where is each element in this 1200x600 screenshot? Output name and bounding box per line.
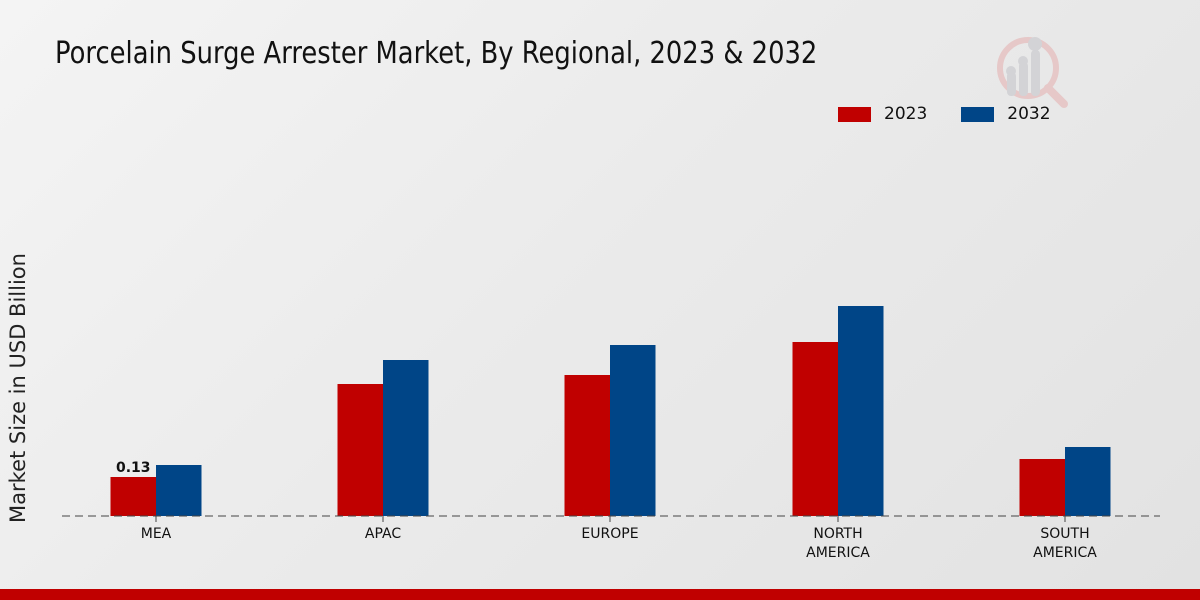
legend-swatch-2023 <box>838 106 871 122</box>
x-tick-label-apac: APAC <box>365 526 401 542</box>
bar-europe-2023 <box>564 375 610 516</box>
x-tick-label-south-america-line-2: AMERICA <box>1033 545 1097 561</box>
x-tick-label-europe: EUROPE <box>581 526 638 542</box>
footer-bar <box>0 589 1200 600</box>
bar-south-america-2032 <box>1065 447 1111 516</box>
x-tick-label-mea: MEA <box>141 526 172 542</box>
legend-swatch-2032 <box>961 106 995 122</box>
bar-europe-2032 <box>610 345 656 516</box>
legend-item-2032: 2032 <box>961 104 1051 124</box>
legend-label-2032: 2032 <box>1007 104 1051 124</box>
bar-apac-2032 <box>383 360 429 516</box>
bar-mea-2023 <box>110 477 156 516</box>
legend-item-2023: 2023 <box>838 104 927 124</box>
data-label-mea-2023: 0.13 <box>116 460 151 476</box>
chart-title: Porcelain Surge Arrester Market, By Regi… <box>55 36 818 71</box>
x-tick-label-north-america-line-1: NORTH <box>813 526 862 542</box>
legend-label-2023: 2023 <box>884 104 928 124</box>
bar-mea-2032 <box>156 465 202 516</box>
legend: 2023 2032 <box>838 104 1085 124</box>
x-tick-label-north-america-line-2: AMERICA <box>806 545 870 561</box>
x-tick-label-south-america-line-1: SOUTH <box>1040 526 1089 542</box>
bar-apac-2023 <box>337 384 383 516</box>
watermark-logo-icon <box>997 37 1068 108</box>
bar-south-america-2023 <box>1019 459 1065 516</box>
bar-north-america-2032 <box>838 306 884 516</box>
bar-north-america-2023 <box>792 342 838 516</box>
